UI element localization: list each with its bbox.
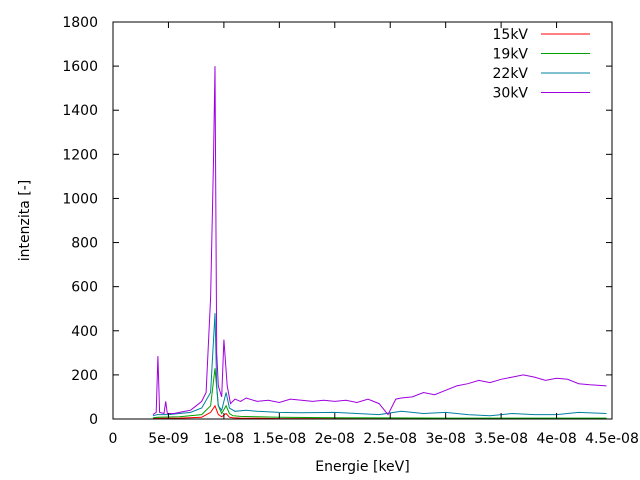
y-tick-label: 400: [71, 324, 98, 340]
x-tick-label: 2e-08: [315, 431, 355, 447]
x-tick-label: 4e-08: [536, 431, 576, 447]
y-axis-title: intenzita [-]: [17, 180, 33, 261]
legend-label-22kV: 22kV: [493, 66, 529, 82]
x-tick-label: 1.5e-08: [252, 431, 306, 447]
y-tick-label: 200: [71, 368, 98, 384]
x-axis-title: Energie [keV]: [315, 459, 409, 475]
y-tick-label: 600: [71, 280, 98, 296]
x-tick-label: 3e-08: [425, 431, 465, 447]
x-tick-label: 3.5e-08: [474, 431, 528, 447]
y-tick-label: 1400: [62, 103, 98, 119]
legend-label-30kV: 30kV: [493, 86, 529, 102]
legend-label-19kV: 19kV: [493, 47, 529, 63]
series-line-30kV: [152, 66, 607, 416]
x-tick-label: 1e-08: [204, 431, 244, 447]
series-line-22kV: [152, 313, 607, 417]
y-tick-label: 0: [89, 412, 98, 428]
x-tick-label: 5e-09: [148, 431, 188, 447]
plot-frame: [112, 21, 613, 420]
x-tick-label: 4.5e-08: [585, 431, 639, 447]
y-tick-label: 1600: [62, 59, 98, 75]
x-tick-label: 0: [109, 431, 118, 447]
legend: 15kV 19kV 22kV 30kV: [493, 27, 590, 102]
y-tick-label: 1800: [62, 15, 98, 31]
y-tick-label: 1200: [62, 147, 98, 163]
ticks-layer: 0 5e-09 1e-08 1.5e-08 2e-08 2.5e-08 3e-08 3.5e-…: [62, 15, 639, 447]
series-line-19kV: [152, 368, 607, 419]
y-tick-label: 800: [71, 236, 98, 252]
legend-label-15kV: 15kV: [493, 27, 529, 43]
x-tick-label: 2.5e-08: [363, 431, 417, 447]
y-tick-label: 1000: [62, 191, 98, 207]
